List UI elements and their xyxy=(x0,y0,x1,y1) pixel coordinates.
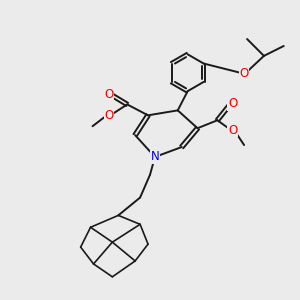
Text: O: O xyxy=(239,67,249,80)
Text: O: O xyxy=(228,98,238,110)
Text: O: O xyxy=(228,124,237,137)
Text: O: O xyxy=(104,109,113,122)
Text: N: N xyxy=(151,150,159,164)
Text: O: O xyxy=(104,88,113,100)
